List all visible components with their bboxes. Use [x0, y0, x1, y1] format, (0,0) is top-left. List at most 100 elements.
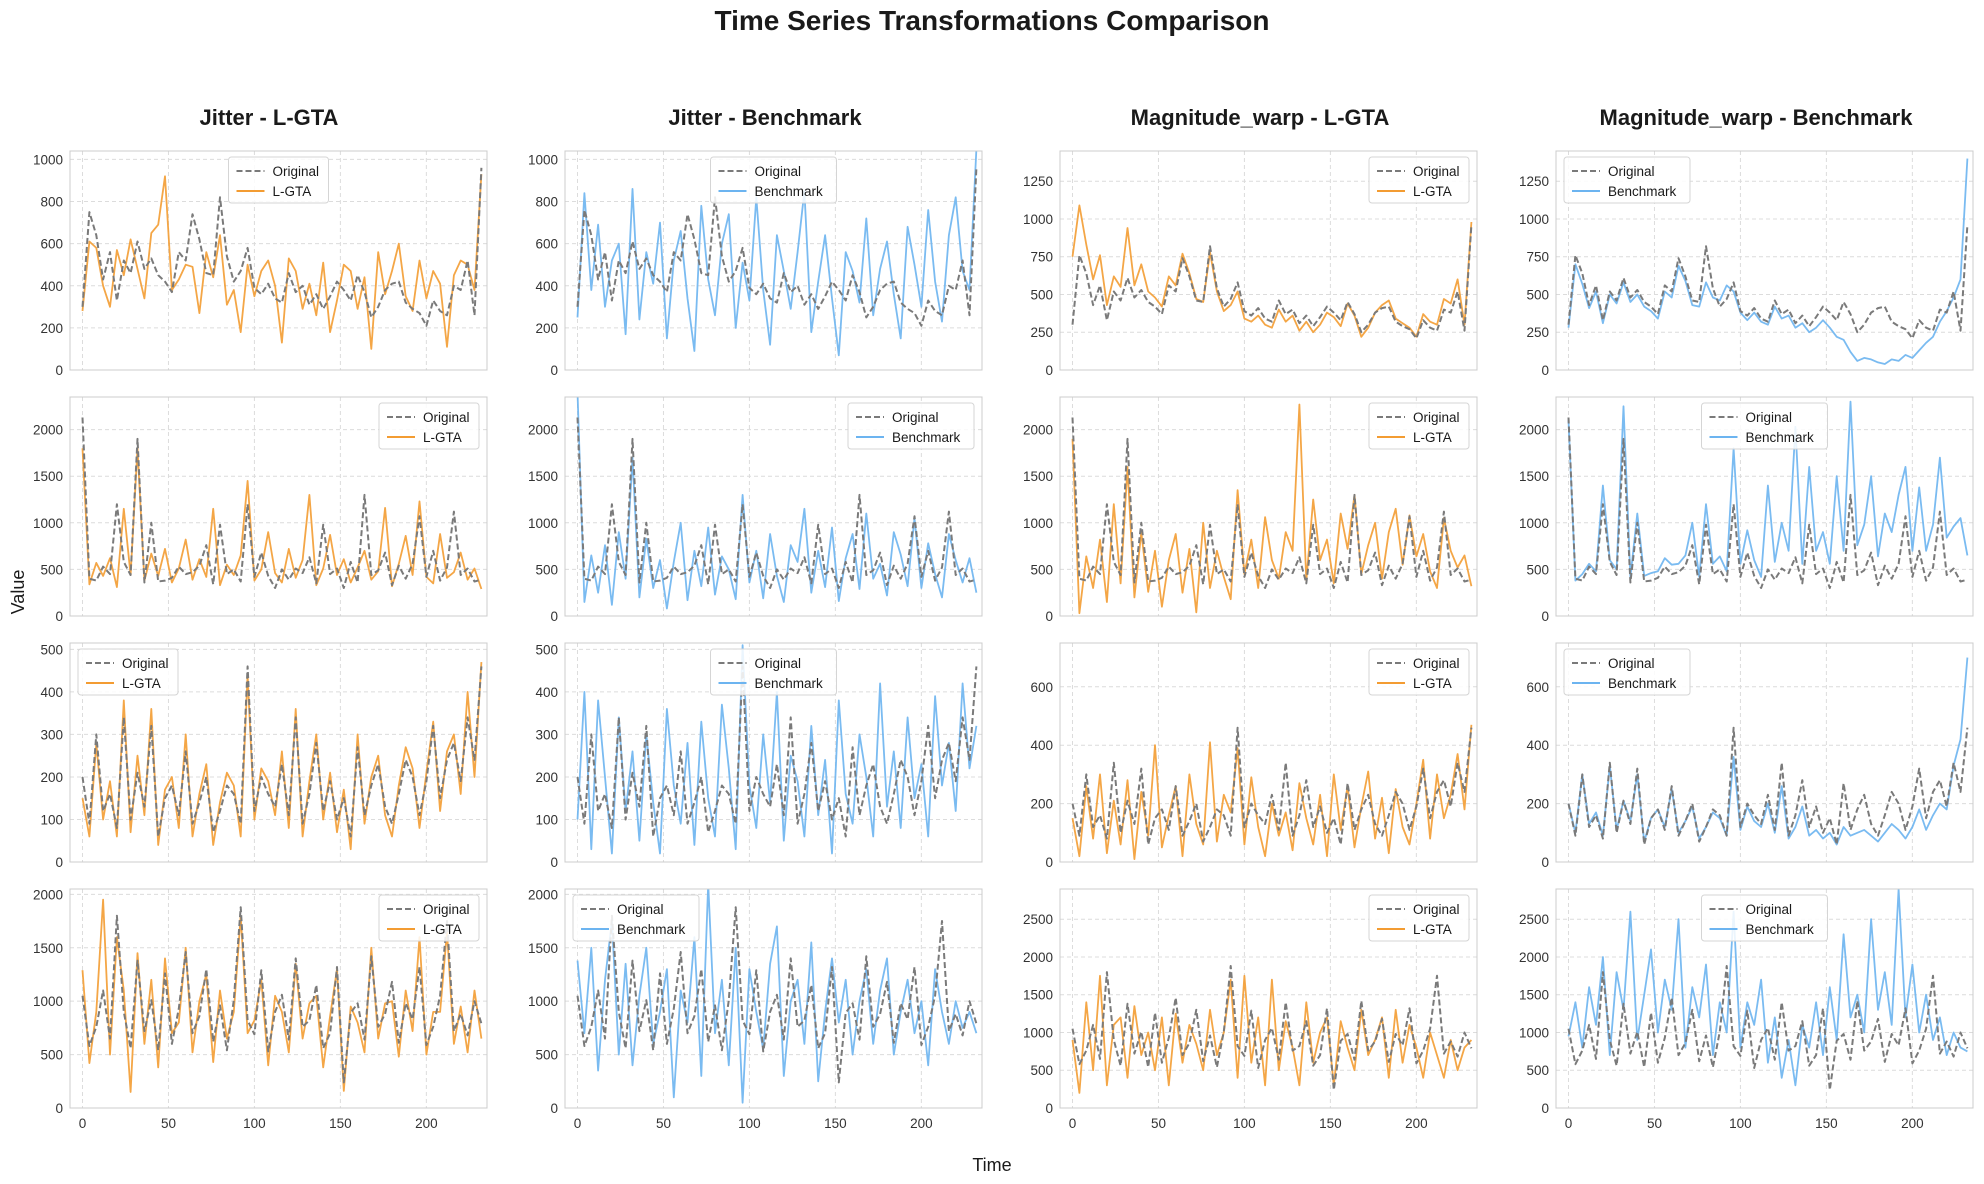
- y-tick-label: 200: [535, 770, 558, 785]
- x-tick-label: 0: [574, 1116, 582, 1131]
- y-axis-label: Value: [8, 570, 28, 615]
- legend: Original Benchmark: [1701, 894, 1828, 942]
- y-tick-label: 1500: [1519, 469, 1549, 484]
- legend: Original Benchmark: [1563, 156, 1691, 204]
- original-series-line: [576, 665, 978, 838]
- legend-label: Benchmark: [755, 676, 824, 691]
- y-tick-label: 1000: [528, 516, 558, 531]
- legend-label: L-GTA: [1413, 430, 1452, 445]
- y-tick-label: 200: [1526, 797, 1549, 812]
- subplot-4-2: 0 50 100 150 2000500100015002000OriginalBenc…: [528, 887, 983, 1131]
- legend-label: Original: [1746, 902, 1793, 917]
- y-tick-label: 2000: [33, 423, 63, 438]
- y-tick-label: 250: [1526, 325, 1549, 340]
- benchmark-series-line: [576, 397, 978, 610]
- series-group: [81, 662, 483, 851]
- y-tick-label: 400: [1526, 738, 1549, 753]
- x-tick-label: 150: [329, 1116, 352, 1131]
- y-tick-label: 0: [550, 363, 558, 378]
- column-title-1: Jitter - L-GTA: [200, 105, 339, 130]
- plot-frame: [69, 888, 488, 1109]
- legend-label: Original: [122, 656, 169, 671]
- subplot-4-3: 0 50 100 150 20005001000150020002500Original…: [1023, 888, 1478, 1131]
- original-series-line: [1071, 224, 1473, 340]
- subplot-1-4: 0 250 500 750 1000 1250 Original Benchmark: [1519, 150, 1974, 378]
- series-group: [1567, 158, 1969, 365]
- legend-label: Benchmark: [1608, 184, 1677, 199]
- y-tick-label: 600: [40, 237, 63, 252]
- y-tick-label: 0: [1541, 609, 1549, 624]
- y-tick-label: 400: [535, 279, 558, 294]
- x-tick-label: 100: [1233, 1116, 1256, 1131]
- x-tick-label: 50: [161, 1116, 176, 1131]
- legend-label: Original: [617, 902, 664, 917]
- y-tick-label: 0: [55, 1101, 63, 1116]
- y-tick-label: 1250: [1519, 174, 1549, 189]
- benchmark-series-line: [1567, 889, 1968, 1087]
- series-group: [1071, 724, 1473, 860]
- legend: Original L-GTA: [1368, 156, 1470, 204]
- y-tick-label: 2000: [528, 887, 558, 902]
- x-tick-label: 0: [1565, 1116, 1573, 1131]
- column-title-3: Magnitude_warp - L-GTA: [1131, 105, 1390, 130]
- y-tick-label: 1000: [33, 516, 63, 531]
- legend: Original Benchmark: [1563, 648, 1691, 696]
- x-tick-label: 50: [1647, 1116, 1662, 1131]
- y-tick-label: 1500: [33, 469, 63, 484]
- y-tick-label: 1500: [1023, 469, 1053, 484]
- legend-label: Benchmark: [892, 430, 961, 445]
- plot-frame: [1059, 888, 1478, 1109]
- subplot-3-3: 0 200 400 600 Original L-GTA: [1030, 642, 1478, 870]
- plot-frame: [1555, 396, 1974, 617]
- y-tick-label: 200: [1030, 797, 1053, 812]
- subplot-grid: 02004006008001000OriginalL-GTA0200400600…: [33, 150, 1974, 1131]
- subplot-2-2: 0 500 1000 1500 2000 Original Benchmark: [528, 396, 983, 624]
- subplot-4-4: 0 50 100 150 20005001000150020002500Original…: [1519, 888, 1974, 1131]
- y-tick-label: 1500: [33, 941, 63, 956]
- legend: Original L-GTA: [378, 894, 480, 942]
- y-tick-label: 1000: [1023, 212, 1053, 227]
- y-tick-label: 1500: [528, 469, 558, 484]
- y-tick-label: 0: [55, 363, 63, 378]
- y-tick-label: 1000: [33, 152, 63, 167]
- y-tick-label: 0: [1541, 1101, 1549, 1116]
- y-tick-label: 0: [1045, 609, 1053, 624]
- original-series-line: [81, 665, 483, 838]
- legend-label: L-GTA: [1413, 676, 1452, 691]
- original-series-line: [81, 167, 483, 327]
- y-tick-label: 0: [1045, 363, 1053, 378]
- legend-label: Original: [755, 164, 802, 179]
- y-tick-label: 0: [55, 609, 63, 624]
- x-tick-label: 200: [910, 1116, 933, 1131]
- x-tick-label: 200: [415, 1116, 438, 1131]
- subplot-4-1: 0 50 100 150 2000500100015002000OriginalL-GT…: [33, 887, 488, 1131]
- y-tick-label: 0: [1045, 1101, 1053, 1116]
- y-tick-label: 0: [55, 855, 63, 870]
- legend-label: Benchmark: [1608, 676, 1677, 691]
- legend: Original L-GTA: [77, 648, 179, 696]
- series-group: [1567, 657, 1969, 846]
- series-group: [1071, 403, 1473, 615]
- plot-frame: [69, 150, 488, 371]
- legend: Original Benchmark: [572, 894, 700, 942]
- legend-label: L-GTA: [423, 922, 462, 937]
- x-tick-label: 100: [243, 1116, 266, 1131]
- plot-frame: [1555, 888, 1974, 1109]
- legend-label: Original: [423, 902, 470, 917]
- series-group: [1567, 400, 1969, 589]
- series-group: [81, 898, 483, 1093]
- original-series-line: [1567, 417, 1968, 589]
- legend-label: Original: [892, 410, 939, 425]
- series-group: [576, 151, 978, 357]
- legend: Original L-GTA: [378, 402, 480, 450]
- original-series-line: [576, 167, 978, 327]
- y-tick-label: 1500: [1519, 988, 1549, 1003]
- subplot-3-2: 0 100 200 300 400 500 Original Benchmark: [535, 642, 983, 870]
- x-tick-label: 200: [1901, 1116, 1924, 1131]
- y-tick-label: 500: [1526, 287, 1549, 302]
- y-tick-label: 1250: [1023, 174, 1053, 189]
- original-series-line: [1071, 726, 1473, 846]
- subplot-2-1: 0 500 1000 1500 2000 Original L-GTA: [33, 396, 488, 624]
- original-series-line: [81, 417, 482, 589]
- legend: Original L-GTA: [1368, 894, 1470, 942]
